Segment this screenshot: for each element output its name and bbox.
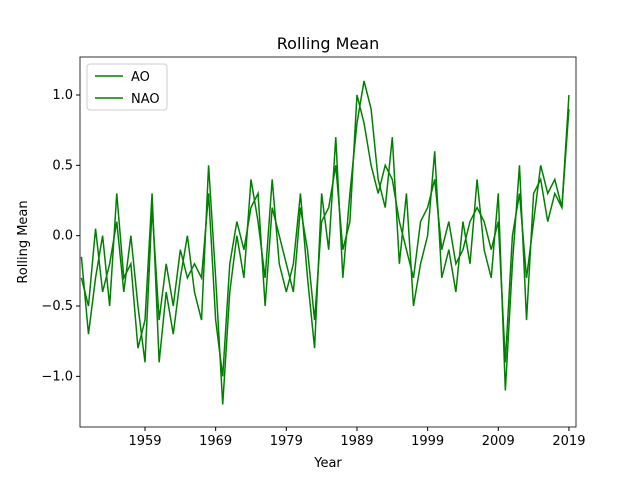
legend-label: NAO [131,92,160,107]
x-tick-label: 2009 [482,434,515,449]
y-tick-label: 0.5 [52,158,73,173]
x-tick-label: 1979 [270,434,303,449]
x-axis-label: Year [313,456,342,471]
x-tick-label: 1999 [411,434,444,449]
y-tick-label: 0.0 [52,229,73,244]
y-tick-label: 1.0 [52,88,73,103]
x-tick-label: 1989 [340,434,373,449]
chart-title: Rolling Mean [277,34,380,53]
y-axis-label: Rolling Mean [16,200,31,283]
y-tick-label: −1.0 [41,369,73,384]
x-tick-label: 1959 [128,434,161,449]
line-series [80,94,570,377]
line-series [80,80,570,405]
x-tick-label: 2019 [552,434,585,449]
legend-label: AO [131,70,150,85]
plot-frame [79,56,577,428]
y-tick-label: −0.5 [41,299,73,314]
x-tick-label: 1969 [199,434,232,449]
